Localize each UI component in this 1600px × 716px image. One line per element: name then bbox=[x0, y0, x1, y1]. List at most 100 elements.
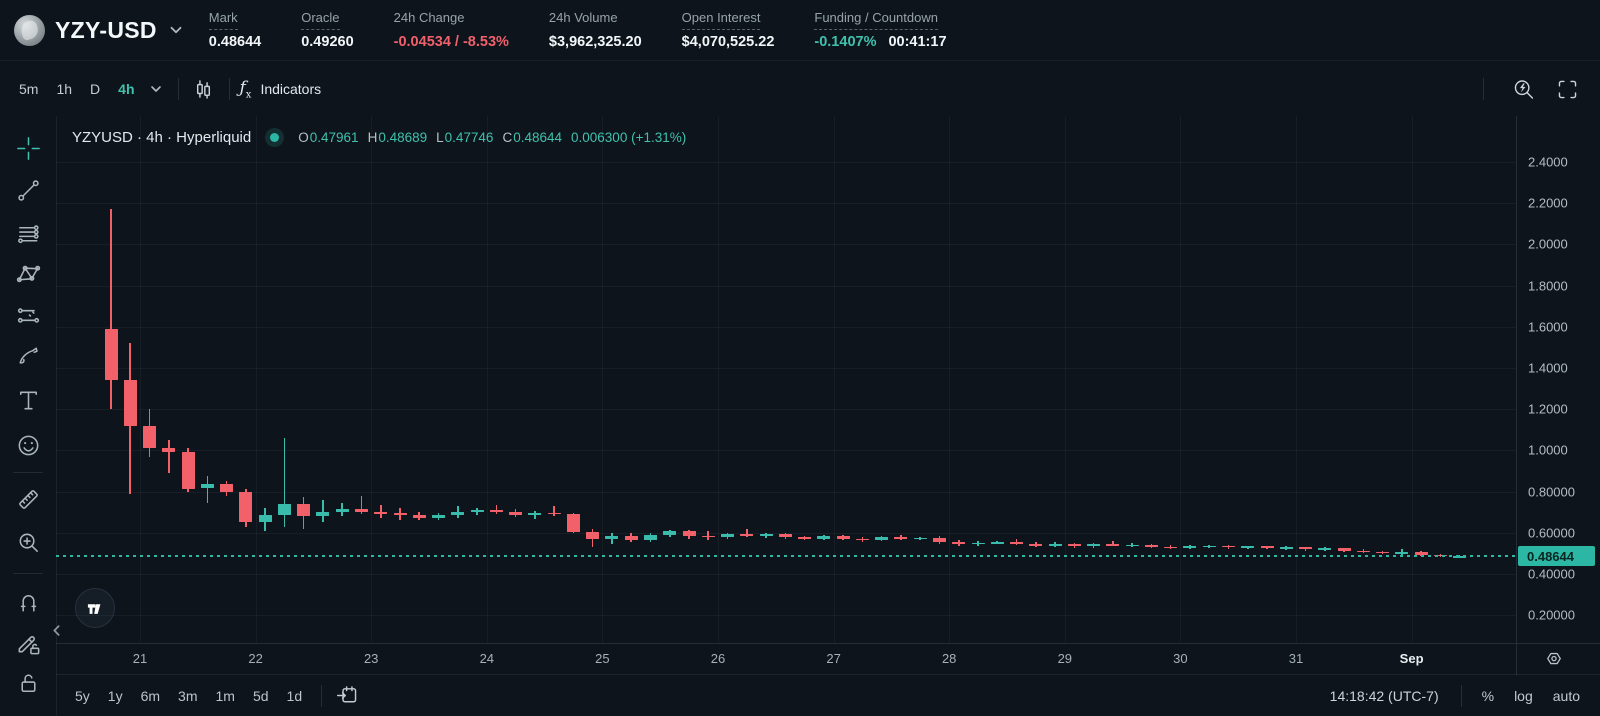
candle bbox=[624, 535, 638, 540]
interval-5m[interactable]: 5m bbox=[19, 81, 39, 97]
header-stats: Mark 0.48644 Oracle 0.49260 24h Change -0.045… bbox=[208, 10, 947, 50]
price-tick-label: 1.0000 bbox=[1528, 442, 1568, 458]
tool-emoji-icon[interactable] bbox=[11, 428, 45, 462]
price-tick-label: 0.20000 bbox=[1528, 607, 1575, 623]
flash-search-icon[interactable] bbox=[1508, 74, 1538, 104]
range-5y[interactable]: 5y bbox=[75, 687, 90, 704]
scale-percent[interactable]: % bbox=[1481, 687, 1495, 704]
stat-label: 24h Volume bbox=[548, 10, 618, 26]
candle bbox=[1221, 545, 1235, 548]
chart-toolbar: 5m 1h D 4h ƒx Indicators bbox=[0, 60, 1600, 117]
candle bbox=[451, 512, 465, 516]
candle-wick bbox=[1015, 538, 1018, 546]
candle-wick bbox=[1112, 541, 1114, 547]
range-1y[interactable]: 1y bbox=[107, 687, 123, 704]
candle bbox=[1318, 548, 1332, 550]
toolbar-left: 5m 1h D 4h ƒx Indicators bbox=[0, 74, 321, 104]
tool-trend-line-icon[interactable] bbox=[11, 173, 45, 207]
tool-brush-icon[interactable] bbox=[11, 338, 45, 372]
scale-auto[interactable]: auto bbox=[1552, 687, 1580, 704]
interval-D[interactable]: D bbox=[90, 81, 101, 97]
candle-wick bbox=[110, 209, 112, 410]
grid-line bbox=[1411, 116, 1413, 643]
candle bbox=[798, 537, 812, 539]
candle bbox=[1010, 542, 1024, 544]
time-axis[interactable]: 21 22 23 24 25 26 27 28 29 30 31 Sep bbox=[56, 643, 1600, 675]
stat-value: -0.04534 / -8.53% bbox=[393, 33, 509, 50]
axis-settings-gear-icon[interactable] bbox=[1544, 649, 1564, 669]
candle bbox=[721, 534, 735, 538]
range-5d[interactable]: 5d bbox=[252, 687, 269, 704]
tool-lock-all-icon[interactable] bbox=[11, 666, 45, 700]
tool-crosshair-icon[interactable] bbox=[11, 131, 45, 165]
price-tick-label: 0.40000 bbox=[1528, 566, 1575, 582]
divider bbox=[177, 78, 179, 100]
scale-log[interactable]: log bbox=[1514, 687, 1533, 704]
price-tick-label: 1.4000 bbox=[1528, 360, 1568, 376]
candle bbox=[566, 514, 580, 532]
range-1d[interactable]: 1d bbox=[286, 687, 303, 704]
price-tick-label: 2.0000 bbox=[1528, 236, 1568, 252]
candle-wick bbox=[206, 476, 209, 503]
clock[interactable]: 14:18:42 (UTC-7) bbox=[1329, 687, 1439, 704]
interval-4h[interactable]: 4h bbox=[118, 81, 135, 97]
divider bbox=[1460, 684, 1462, 707]
candle bbox=[258, 515, 272, 523]
grid-line bbox=[56, 326, 1516, 328]
legend-title: YZYUSD · 4h · Hyperliquid bbox=[72, 129, 252, 146]
candle bbox=[663, 531, 677, 536]
range-3m[interactable]: 3m bbox=[178, 687, 198, 704]
price-tick-label: 1.8000 bbox=[1528, 278, 1568, 294]
tool-text-icon[interactable] bbox=[11, 383, 45, 417]
chart-canvas[interactable]: YZYUSD · 4h · Hyperliquid O0.47961 H0.48… bbox=[56, 116, 1516, 643]
grid-line bbox=[56, 203, 1516, 205]
candle bbox=[470, 510, 484, 513]
candle bbox=[817, 536, 831, 539]
last-price-badge: 0.48644 bbox=[1518, 546, 1595, 567]
range-6m[interactable]: 6m bbox=[140, 687, 161, 704]
time-tick-label: 24 bbox=[479, 651, 495, 666]
stat-open-interest: Open Interest $4,070,525.22 bbox=[681, 10, 774, 50]
function-icon[interactable]: ƒx bbox=[239, 77, 252, 101]
candle bbox=[1067, 543, 1081, 547]
tool-forecast-icon[interactable] bbox=[11, 298, 45, 332]
range-1m[interactable]: 1m bbox=[215, 687, 235, 704]
candle bbox=[1087, 544, 1101, 547]
tool-zoom-in-icon[interactable] bbox=[11, 525, 45, 559]
symbol-name: YZY-USD bbox=[55, 16, 157, 43]
time-tick-label: 30 bbox=[1173, 651, 1188, 666]
tool-xabcd-pattern-icon[interactable] bbox=[11, 256, 45, 290]
candle-style-icon[interactable] bbox=[189, 74, 219, 104]
price-tick-label: 1.2000 bbox=[1528, 401, 1568, 417]
go-to-date-icon[interactable] bbox=[332, 681, 362, 711]
candle bbox=[104, 328, 118, 381]
candle bbox=[836, 536, 850, 539]
bottom-bar-right: 14:18:42 (UTC-7) % log auto bbox=[1330, 683, 1600, 709]
tool-ruler-icon[interactable] bbox=[11, 482, 45, 516]
time-tick-label: 27 bbox=[826, 651, 841, 666]
price-axis[interactable]: 0.48644 2.4000 2.2000 2.0000 1.8000 1.6000 1.… bbox=[1516, 116, 1600, 643]
chart-legend: YZYUSD · 4h · Hyperliquid O0.47961 H0.48… bbox=[72, 128, 686, 147]
stat-label: Oracle bbox=[301, 10, 340, 30]
stat-label: 24h Change bbox=[393, 10, 465, 26]
candle bbox=[181, 452, 195, 489]
interval-chevron-down-icon[interactable] bbox=[144, 79, 168, 99]
grid-line bbox=[56, 615, 1516, 617]
interval-1h[interactable]: 1h bbox=[56, 81, 73, 97]
candle-wick bbox=[360, 495, 363, 515]
grid-line bbox=[56, 450, 1516, 452]
indicators-button[interactable]: Indicators bbox=[260, 81, 322, 97]
fullscreen-icon[interactable] bbox=[1552, 74, 1582, 104]
candle bbox=[913, 537, 927, 540]
tool-magnet-icon[interactable] bbox=[11, 585, 45, 619]
tradingview-logo[interactable] bbox=[75, 588, 115, 628]
chevron-down-icon[interactable] bbox=[167, 21, 185, 39]
grid-line bbox=[56, 162, 1516, 163]
candle bbox=[1414, 552, 1428, 555]
tool-drawing-lock-icon[interactable] bbox=[11, 626, 45, 660]
candle bbox=[1356, 550, 1370, 552]
collapse-toolbar-icon[interactable] bbox=[50, 624, 63, 637]
tool-fib-retracement-icon[interactable] bbox=[11, 216, 45, 250]
symbol-selector[interactable]: YZY-USD bbox=[0, 14, 185, 46]
candle bbox=[1144, 544, 1158, 547]
